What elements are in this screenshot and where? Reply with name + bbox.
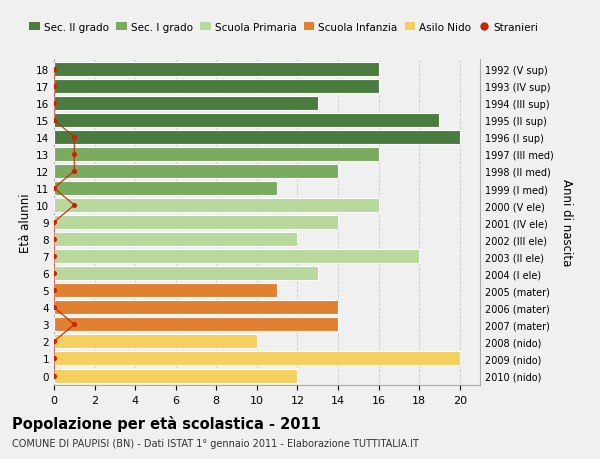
Bar xyxy=(54,62,379,77)
Legend: Sec. II grado, Sec. I grado, Scuola Primaria, Scuola Infanzia, Asilo Nido, Stran: Sec. II grado, Sec. I grado, Scuola Prim… xyxy=(29,22,538,33)
Bar xyxy=(54,113,439,128)
Bar xyxy=(54,352,460,366)
Point xyxy=(49,304,59,311)
Point xyxy=(70,202,79,209)
Point xyxy=(70,168,79,175)
Bar xyxy=(54,199,379,213)
Point xyxy=(49,355,59,362)
Point xyxy=(49,83,59,90)
Text: COMUNE DI PAUPISI (BN) - Dati ISTAT 1° gennaio 2011 - Elaborazione TUTTITALIA.IT: COMUNE DI PAUPISI (BN) - Dati ISTAT 1° g… xyxy=(12,438,419,448)
Point xyxy=(49,253,59,260)
Bar xyxy=(54,250,419,263)
Bar xyxy=(54,216,338,230)
Bar xyxy=(54,267,318,280)
Bar xyxy=(54,131,460,145)
Point xyxy=(49,185,59,192)
Point xyxy=(70,321,79,328)
Point xyxy=(49,338,59,345)
Y-axis label: Anni di nascita: Anni di nascita xyxy=(560,179,573,266)
Bar xyxy=(54,182,277,196)
Bar xyxy=(54,301,338,314)
Text: Popolazione per età scolastica - 2011: Popolazione per età scolastica - 2011 xyxy=(12,415,321,431)
Point xyxy=(49,100,59,107)
Point xyxy=(49,66,59,73)
Bar xyxy=(54,318,338,332)
Point xyxy=(49,270,59,277)
Bar xyxy=(54,96,318,111)
Point xyxy=(49,287,59,294)
Point xyxy=(70,134,79,141)
Point xyxy=(70,151,79,158)
Bar xyxy=(54,148,379,162)
Bar xyxy=(54,233,298,246)
Y-axis label: Età alunni: Età alunni xyxy=(19,193,32,252)
Bar xyxy=(54,79,379,94)
Point xyxy=(49,117,59,124)
Bar xyxy=(54,165,338,179)
Point xyxy=(49,236,59,243)
Point xyxy=(49,372,59,380)
Point xyxy=(49,219,59,226)
Bar xyxy=(54,284,277,297)
Bar xyxy=(54,335,257,349)
Bar xyxy=(54,369,298,383)
